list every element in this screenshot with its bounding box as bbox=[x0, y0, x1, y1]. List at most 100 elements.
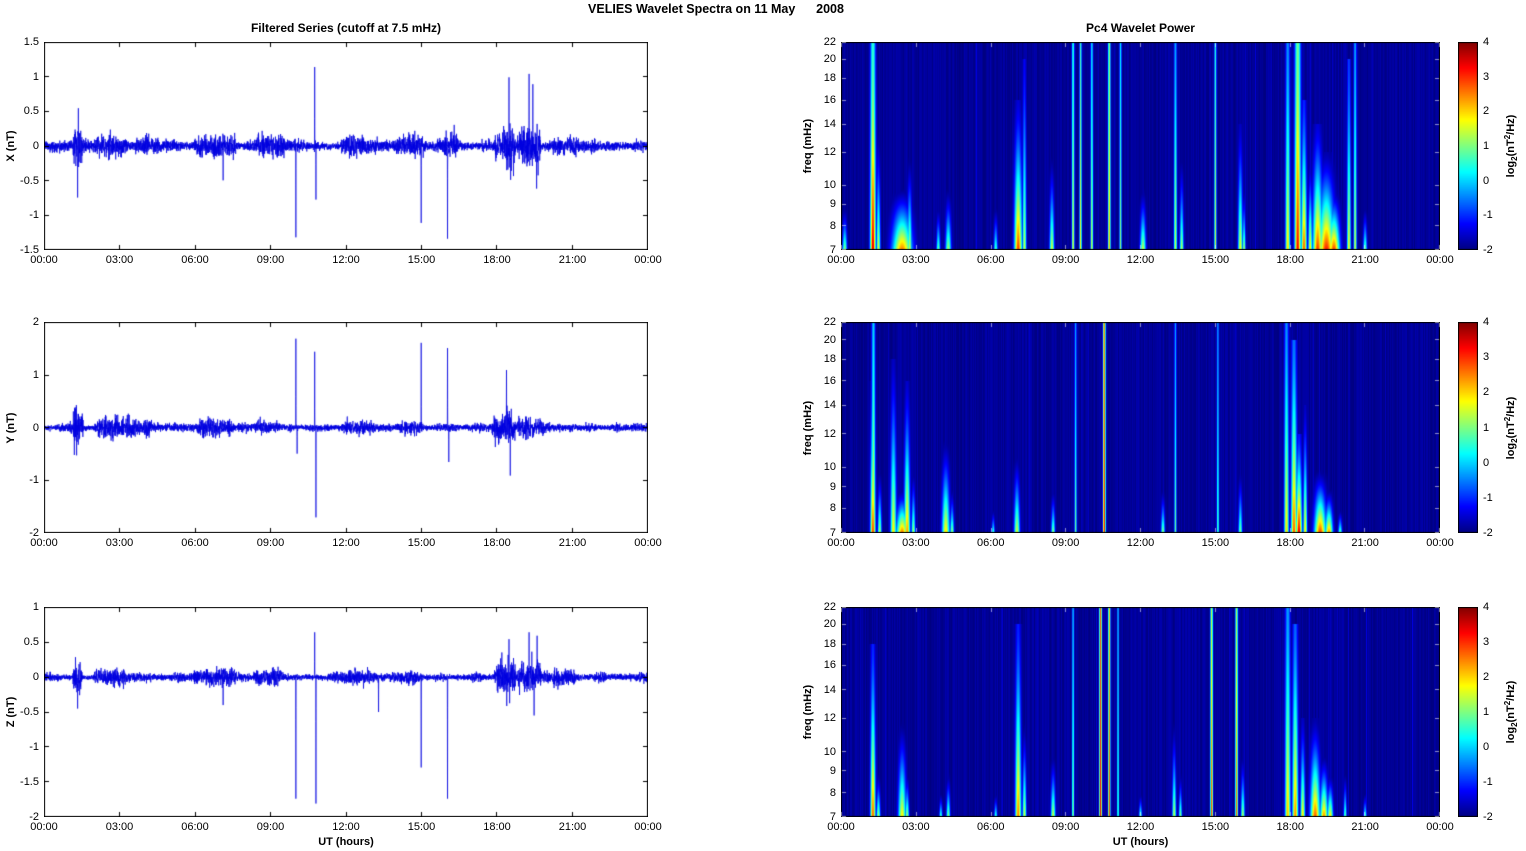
x-tick-label: 00:00 bbox=[827, 821, 855, 833]
x-tick-label: 03:00 bbox=[902, 821, 930, 833]
x-tick-label: 06:00 bbox=[976, 537, 1005, 549]
y-tick-label: 1.5 bbox=[23, 36, 39, 48]
y-tick-label: 0 bbox=[32, 671, 39, 683]
sp-x-colorbar bbox=[1458, 42, 1478, 250]
colorbar-label-part: (nT bbox=[1505, 705, 1517, 723]
x-tick-label: 06:00 bbox=[181, 821, 209, 833]
colorbar-label: log2(nT2/Hz) bbox=[1503, 681, 1519, 744]
y-tick-label: 22 bbox=[823, 316, 836, 328]
colorbar-label-part: 2 bbox=[1503, 416, 1512, 421]
x-tick-label: 09:00 bbox=[1051, 821, 1080, 833]
x-tick-label: 00:00 bbox=[634, 821, 662, 833]
y-tick-label: 10 bbox=[823, 179, 836, 192]
y-tick-label: 1 bbox=[32, 368, 39, 381]
x-tick-label: 03:00 bbox=[105, 254, 134, 266]
x-tick-label: 00:00 bbox=[1426, 254, 1454, 266]
colorbar-label-part: 2 bbox=[1503, 134, 1512, 140]
colorbar-tick-label: 3 bbox=[1483, 636, 1490, 648]
x-tick-label: 18:00 bbox=[1276, 537, 1305, 549]
y-tick-label: -1.5 bbox=[20, 244, 39, 256]
x-tick-label: 21:00 bbox=[1351, 254, 1379, 266]
y-tick-label: 10 bbox=[823, 461, 836, 474]
colorbar-tick-label: 2 bbox=[1483, 671, 1490, 683]
colorbar-tick-label: 4 bbox=[1483, 316, 1490, 328]
y-tick-label: 7 bbox=[829, 811, 836, 823]
x-tick-label: 21:00 bbox=[1351, 537, 1379, 549]
ts-x-title: Filtered Series (cutoff at 7.5 mHz) bbox=[250, 21, 442, 35]
x-tick-label: 15:00 bbox=[1201, 537, 1230, 549]
y-tick-label: -2 bbox=[29, 811, 39, 823]
x-tick-label: 21:00 bbox=[558, 254, 587, 266]
colorbar-tick-label: 1 bbox=[1483, 421, 1490, 434]
colorbar-label-part: log bbox=[1505, 160, 1517, 178]
x-tick-label: 21:00 bbox=[1351, 821, 1379, 833]
y-tick-label: 9 bbox=[829, 764, 836, 777]
colorbar-label-part: /Hz) bbox=[1505, 114, 1517, 135]
y-tick-label: 9 bbox=[829, 480, 836, 493]
ts-y-plot bbox=[44, 322, 648, 533]
x-tick-label: 00:00 bbox=[634, 537, 662, 549]
y-tick-label: -1 bbox=[29, 741, 39, 753]
y-tick-label: 12 bbox=[823, 427, 836, 440]
y-tick-label: 0 bbox=[32, 421, 39, 434]
colorbar-tick-label: -2 bbox=[1483, 811, 1493, 823]
y-tick-label: 7 bbox=[829, 244, 836, 256]
y-tick-label: 0.5 bbox=[23, 105, 39, 118]
colorbar-label-part: /Hz) bbox=[1505, 680, 1517, 701]
y-tick-label: -2 bbox=[29, 527, 39, 539]
ts-z-plot bbox=[44, 607, 648, 817]
colorbar-label: log2(nT2/Hz) bbox=[1503, 396, 1519, 459]
x-tick-label: 18:00 bbox=[483, 537, 511, 549]
y-tick-label: 10 bbox=[823, 745, 836, 758]
y-tick-label: 0.5 bbox=[23, 636, 39, 648]
sp-y-plot bbox=[841, 322, 1440, 533]
colorbar-label-part: 2 bbox=[1510, 437, 1519, 443]
y-tick-label: 12 bbox=[823, 146, 836, 159]
y-tick-label: 18 bbox=[823, 637, 836, 650]
x-tick-label: 12:00 bbox=[1126, 821, 1155, 833]
colorbar-label-part: log bbox=[1505, 442, 1517, 459]
x-tick-label: 12:00 bbox=[1126, 537, 1155, 549]
colorbar-tick-label: 0 bbox=[1483, 174, 1490, 187]
x-tick-label: 12:00 bbox=[332, 254, 360, 266]
y-tick-label: 20 bbox=[823, 333, 836, 346]
x-tick-label: 06:00 bbox=[976, 821, 1005, 833]
x-tick-label: 21:00 bbox=[558, 537, 587, 549]
y-tick-label: 8 bbox=[829, 786, 836, 799]
y-tick-label: 22 bbox=[823, 601, 836, 613]
y-tick-label: 8 bbox=[829, 502, 836, 515]
x-tick-label: 00:00 bbox=[1426, 821, 1454, 833]
x-tick-label: 15:00 bbox=[407, 821, 436, 833]
x-tick-label: 12:00 bbox=[332, 821, 360, 833]
y-tick-label: 20 bbox=[823, 53, 836, 66]
x-tick-label: 03:00 bbox=[105, 537, 134, 549]
x-axis-label: UT (hours) bbox=[1112, 836, 1169, 848]
y-tick-label: 9 bbox=[829, 198, 836, 211]
y-tick-label: -1 bbox=[29, 474, 39, 487]
sp-z-plot bbox=[841, 607, 1440, 817]
x-tick-label: 03:00 bbox=[902, 537, 930, 549]
y-tick-label: 18 bbox=[823, 72, 836, 85]
y-tick-label: 14 bbox=[823, 683, 836, 696]
y-tick-label: 1 bbox=[32, 70, 39, 83]
ts-x-plot bbox=[44, 42, 648, 250]
y-tick-label: -1.5 bbox=[20, 776, 39, 788]
x-tick-label: 00:00 bbox=[30, 254, 58, 266]
x-tick-label: 00:00 bbox=[827, 254, 855, 266]
y-tick-label: 20 bbox=[823, 618, 836, 631]
colorbar-tick-label: 2 bbox=[1483, 386, 1490, 399]
x-tick-label: 06:00 bbox=[181, 537, 209, 549]
x-tick-label: 03:00 bbox=[902, 254, 930, 266]
x-tick-label: 09:00 bbox=[1051, 254, 1080, 266]
colorbar-tick-label: 1 bbox=[1483, 140, 1490, 152]
x-tick-label: 18:00 bbox=[1276, 821, 1305, 833]
y-tick-label: 16 bbox=[823, 374, 836, 387]
y-tick-label: 1 bbox=[32, 601, 39, 613]
colorbar-tick-label: 3 bbox=[1483, 70, 1490, 83]
x-tick-label: 09:00 bbox=[256, 254, 285, 266]
x-tick-label: 21:00 bbox=[558, 821, 587, 833]
x-tick-label: 18:00 bbox=[483, 254, 511, 266]
figure-title: VELIES Wavelet Spectra on 11 May 2008 bbox=[588, 2, 844, 16]
y-tick-label: -0.5 bbox=[20, 174, 39, 187]
x-tick-label: 09:00 bbox=[256, 537, 285, 549]
